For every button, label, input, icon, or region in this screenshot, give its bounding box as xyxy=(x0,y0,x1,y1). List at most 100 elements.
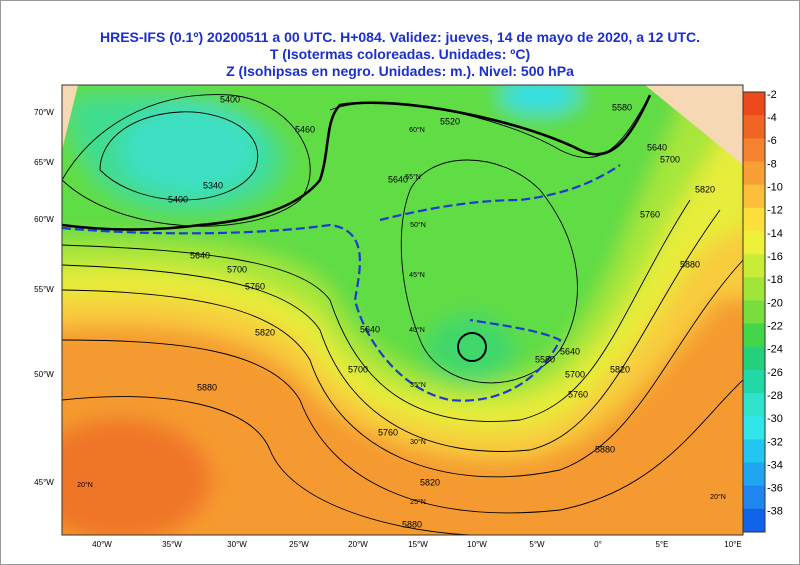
contour-label: 5640 xyxy=(388,174,408,184)
longitude-label: 5°W xyxy=(529,540,545,549)
colorbar-label: -26 xyxy=(767,367,783,379)
contour-label: 5580 xyxy=(612,102,632,112)
longitude-label: 30°W xyxy=(227,540,247,549)
contour-label: 5580 xyxy=(535,354,555,364)
colorbar-label: -20 xyxy=(767,297,783,309)
contour-label: 5700 xyxy=(227,264,247,274)
latitude-label: 50°W xyxy=(34,370,54,379)
colorbar-band xyxy=(743,92,765,116)
colorbar-band xyxy=(743,439,765,464)
grid-label: 25°N xyxy=(410,498,426,506)
longitude-label: 5°E xyxy=(656,540,669,549)
grid-label: 50°N xyxy=(410,221,426,229)
colorbar-band xyxy=(743,369,765,394)
colorbar-label: -14 xyxy=(767,228,783,240)
colorbar-band xyxy=(743,346,765,371)
contour-label: 5760 xyxy=(568,389,588,399)
longitude-label: 40°W xyxy=(92,540,112,549)
contour-label: 5820 xyxy=(255,327,275,337)
grid-label: 20°N xyxy=(77,481,93,489)
colorbar-band xyxy=(743,300,765,325)
colorbar-label: -4 xyxy=(767,112,777,124)
latitude-label: 55°W xyxy=(34,285,54,294)
colorbar-band xyxy=(743,254,765,278)
grid-label: 35°N xyxy=(410,381,426,389)
colorbar-label: -38 xyxy=(767,506,783,518)
colorbar-label: -10 xyxy=(767,182,783,194)
colorbar-band xyxy=(743,277,765,301)
colorbar-band xyxy=(743,485,765,510)
colorbar-label: -34 xyxy=(767,459,783,471)
contour-label: 5880 xyxy=(680,259,700,269)
colorbar-label: -6 xyxy=(767,135,777,147)
colorbar-label: -12 xyxy=(767,205,783,217)
colorbar-label: -2 xyxy=(767,89,777,101)
colorbar-label: -36 xyxy=(767,483,783,495)
colorbar-band xyxy=(743,207,765,232)
title-line: HRES-IFS (0.1º) 20200511 a 00 UTC. H+084… xyxy=(100,29,700,45)
map xyxy=(62,85,743,535)
colorbar-band xyxy=(743,508,765,533)
latitude-label: 60°W xyxy=(34,215,54,224)
colorbar-label: -18 xyxy=(767,274,783,286)
colorbar-label: -28 xyxy=(767,390,783,402)
grid-label: 30°N xyxy=(410,438,426,446)
colorbar-band xyxy=(743,161,765,186)
longitude-label: 15°W xyxy=(408,540,428,549)
contour-label: 5400 xyxy=(168,194,188,204)
contour-label: 5640 xyxy=(560,346,580,356)
contour-label: 5700 xyxy=(660,154,680,164)
colorbar-label: -16 xyxy=(767,251,783,263)
colorbar-band xyxy=(743,416,765,440)
contour-label: 5520 xyxy=(440,116,460,126)
longitude-label: 25°W xyxy=(289,540,309,549)
contour-label: 5460 xyxy=(295,124,315,134)
colorbar-label: -30 xyxy=(767,413,783,425)
contour-label: 5640 xyxy=(360,324,380,334)
contour-label: 5640 xyxy=(647,142,667,152)
contour-label: 5880 xyxy=(595,444,615,454)
contour-label: 5640 xyxy=(190,250,210,260)
grid-label: 45°N xyxy=(409,271,425,279)
colorbar-band xyxy=(743,462,765,487)
contour-label: 5400 xyxy=(220,94,240,104)
colorbar-label: -32 xyxy=(767,436,783,448)
contour-label: 5820 xyxy=(610,364,630,374)
colorbar-label: -22 xyxy=(767,320,783,332)
latitude-label: 70°W xyxy=(34,108,54,117)
contour-label: 5880 xyxy=(197,382,217,392)
latitude-label: 45°W xyxy=(34,478,54,487)
longitude-label: 20°W xyxy=(348,540,368,549)
grid-label: 55°N xyxy=(405,173,421,181)
grid-label: 60°N xyxy=(409,126,425,134)
colorbar-band xyxy=(743,230,765,255)
longitude-label: 0° xyxy=(594,540,602,549)
title-line: Z (Isohipsas en negro. Unidades: m.). Ni… xyxy=(226,63,574,79)
colorbar-band xyxy=(743,184,765,209)
colorbar-band xyxy=(743,323,765,348)
latitude-label: 65°W xyxy=(34,158,54,167)
grid-label: 40°N xyxy=(409,326,425,334)
colorbar-band xyxy=(743,393,765,417)
contour-label: 5880 xyxy=(402,519,422,529)
colorbar-band xyxy=(743,138,765,162)
longitude-label: 35°W xyxy=(162,540,182,549)
contour-label: 5340 xyxy=(203,180,223,190)
title-line: T (Isotermas coloreadas. Unidades: ºC) xyxy=(270,46,530,62)
grid-label: 20°N xyxy=(710,493,726,501)
contour-label: 5760 xyxy=(245,281,265,291)
contour-label: 5700 xyxy=(565,369,585,379)
colorbar-band xyxy=(743,115,765,139)
contour-label: 5700 xyxy=(348,364,368,374)
colorbar-label: -8 xyxy=(767,158,777,170)
longitude-label: 10°E xyxy=(724,540,741,549)
colorbar-label: -24 xyxy=(767,344,783,356)
longitude-label: 10°W xyxy=(467,540,487,549)
colorbar-border xyxy=(742,91,766,533)
contour-label: 5760 xyxy=(640,209,660,219)
contour-label: 5820 xyxy=(695,184,715,194)
contour-label: 5820 xyxy=(420,477,440,487)
contour-label: 5760 xyxy=(378,427,398,437)
